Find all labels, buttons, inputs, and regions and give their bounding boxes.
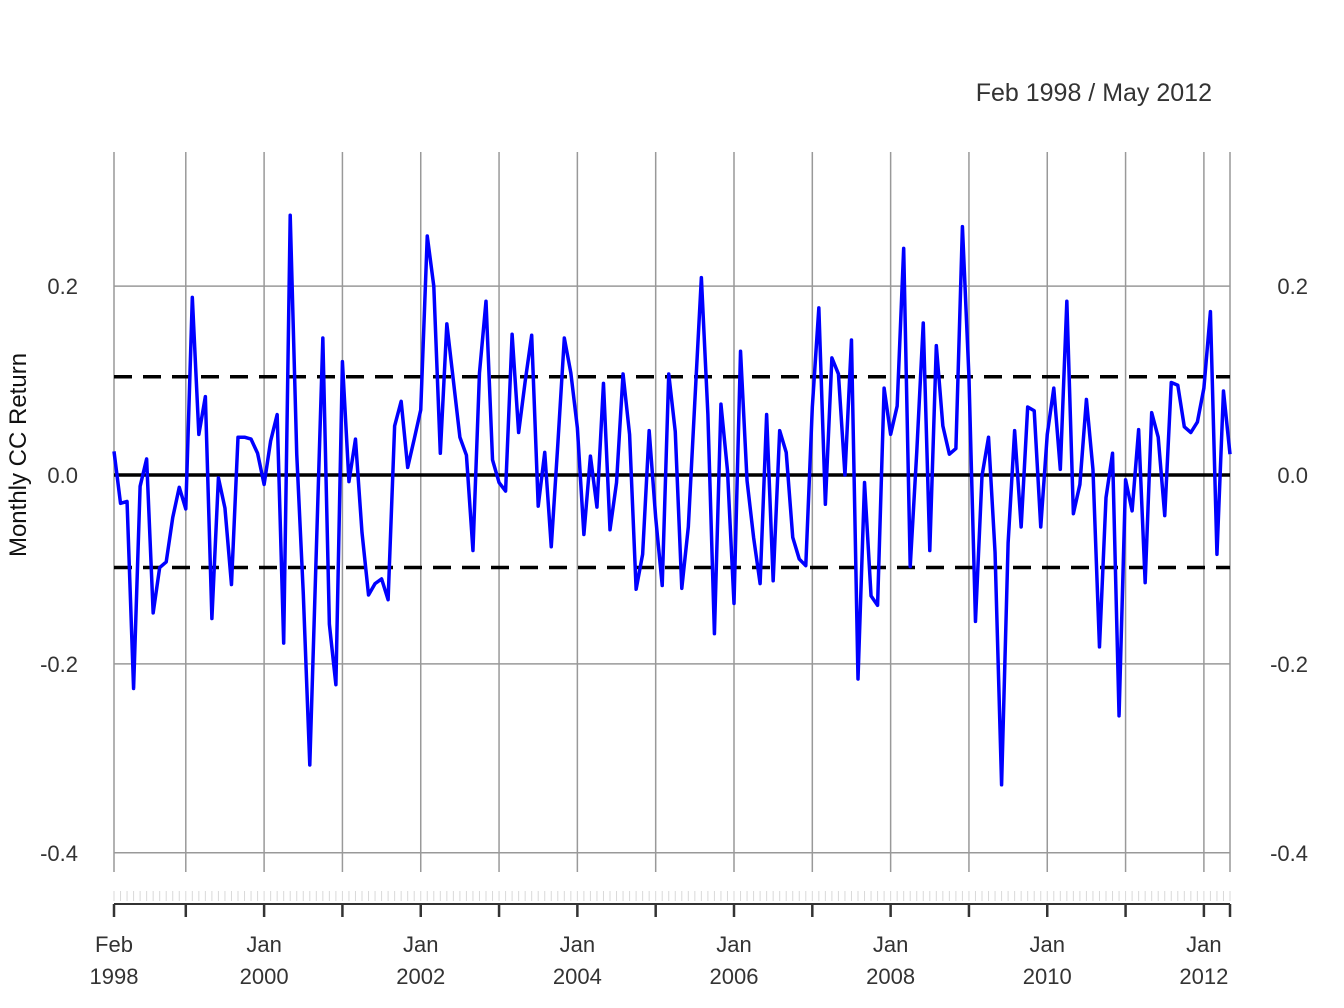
x-tick-label-year: 1998: [90, 964, 139, 989]
y-tick-label-left: -0.4: [40, 841, 78, 866]
y-tick-label-right: -0.4: [1270, 841, 1308, 866]
x-tick-label-year: 2006: [710, 964, 759, 989]
y-tick-label-right: 0.2: [1277, 274, 1308, 299]
y-tick-label-left: 0.2: [47, 274, 78, 299]
x-tick-label-month: Jan: [1030, 932, 1065, 957]
x-tick-label-month: Jan: [403, 932, 438, 957]
grid-lines: [113, 152, 1231, 872]
y-tick-label-right: -0.2: [1270, 652, 1308, 677]
x-tick-label-year: 2004: [553, 964, 602, 989]
x-tick-label-year: 2002: [396, 964, 445, 989]
x-tick-label-month: Jan: [246, 932, 281, 957]
x-tick-label-year: 2010: [1023, 964, 1072, 989]
x-tick-label-year: 2008: [866, 964, 915, 989]
x-tick-label-year: 2012: [1179, 964, 1228, 989]
series-line: [112, 213, 1232, 787]
x-tick-label-month: Jan: [716, 932, 751, 957]
y-tick-label-left: 0.0: [47, 463, 78, 488]
y-tick-labels: 0.2 0.2 0.0 0.0 -0.2 -0.2 -0.4 -0.4: [40, 274, 1308, 866]
y-tick-label-right: 0.0: [1277, 463, 1308, 488]
x-tick-label-month: Feb: [95, 932, 133, 957]
x-tick-label-year: 2000: [240, 964, 289, 989]
date-range-label: Feb 1998 / May 2012: [976, 79, 1212, 107]
x-tick-label-month: Jan: [560, 932, 595, 957]
series-layer: [112, 213, 1232, 787]
y-tick-label-left: -0.2: [40, 652, 78, 677]
y-axis-title: Monthly CC Return: [5, 353, 32, 557]
x-tick-label-month: Jan: [873, 932, 908, 957]
x-axis: Feb 1998 Jan 2000 Jan 2002 Jan 2004 Jan 2006 Jan 20…: [90, 891, 1232, 989]
x-tick-label-month: Jan: [1186, 932, 1221, 957]
